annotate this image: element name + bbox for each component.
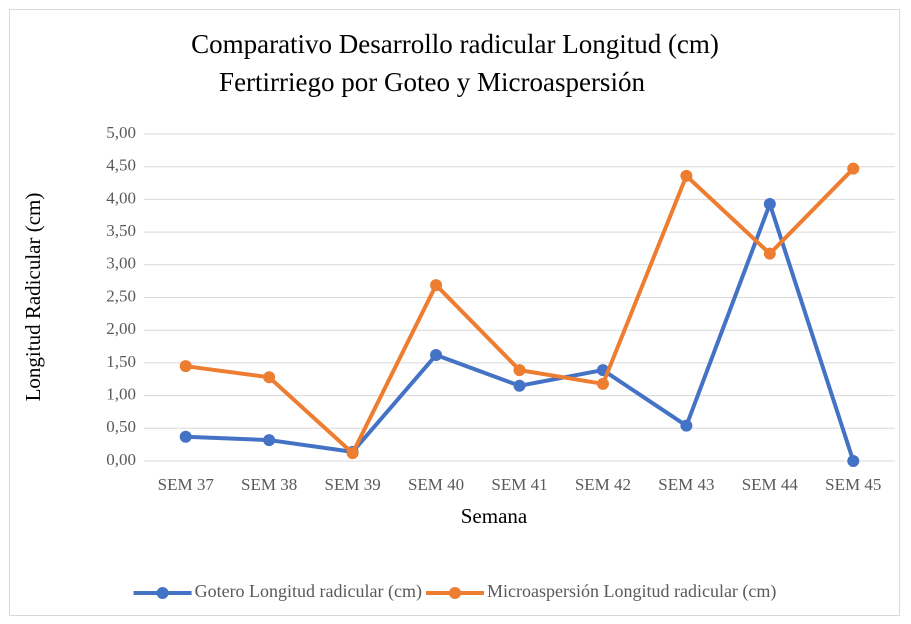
y-tick-label: 2,00 (106, 319, 136, 338)
x-tick-label: SEM 43 (658, 475, 714, 494)
data-point (513, 379, 526, 392)
legend-marker (449, 587, 462, 599)
data-point (513, 364, 526, 377)
data-point (763, 247, 776, 260)
data-point (263, 371, 276, 384)
x-tick-label: SEM 38 (241, 475, 297, 494)
x-tick-label: SEM 37 (158, 475, 215, 494)
x-tick-label: SEM 45 (825, 475, 881, 494)
y-tick-label: 0,00 (106, 450, 136, 469)
y-tick-label: 1,50 (106, 352, 136, 371)
x-tick-label: SEM 42 (575, 475, 631, 494)
x-tick-label: SEM 41 (491, 475, 547, 494)
data-point (847, 455, 860, 467)
data-point (680, 419, 693, 432)
y-tick-label: 2,50 (106, 286, 136, 305)
x-axis-title: Semana (461, 504, 528, 528)
data-point (346, 447, 359, 460)
y-tick-label: 5,00 (106, 123, 136, 142)
data-point (263, 434, 276, 447)
y-tick-label: 4,00 (106, 188, 136, 207)
data-point (179, 360, 192, 373)
data-point (680, 169, 693, 182)
x-tick-label: SEM 44 (742, 475, 799, 494)
y-tick-label: 4,50 (106, 156, 136, 175)
chart-title: Fertirriego por Goteo y Microaspersión (219, 67, 645, 97)
legend-marker (156, 587, 169, 599)
legend-label: Gotero Longitud radicular (cm) (195, 581, 422, 602)
x-tick-label: SEM 39 (325, 475, 381, 494)
y-tick-label: 1,00 (106, 385, 136, 404)
data-point (847, 162, 860, 175)
data-point (430, 349, 443, 362)
y-tick-label: 3,50 (106, 221, 136, 240)
data-point (763, 197, 776, 210)
y-axis-title: Longitud Radicular (cm) (21, 193, 45, 402)
legend-label: Microaspersión Longitud radicular (cm) (487, 581, 776, 602)
y-tick-label: 0,50 (106, 417, 136, 436)
data-point (596, 377, 609, 390)
x-tick-label: SEM 40 (408, 475, 464, 494)
data-point (430, 279, 443, 292)
chart-title: Comparativo Desarrollo radicular Longitu… (191, 29, 719, 59)
data-point (179, 430, 192, 443)
chart-frame (9, 9, 900, 616)
y-tick-label: 3,00 (106, 254, 136, 273)
